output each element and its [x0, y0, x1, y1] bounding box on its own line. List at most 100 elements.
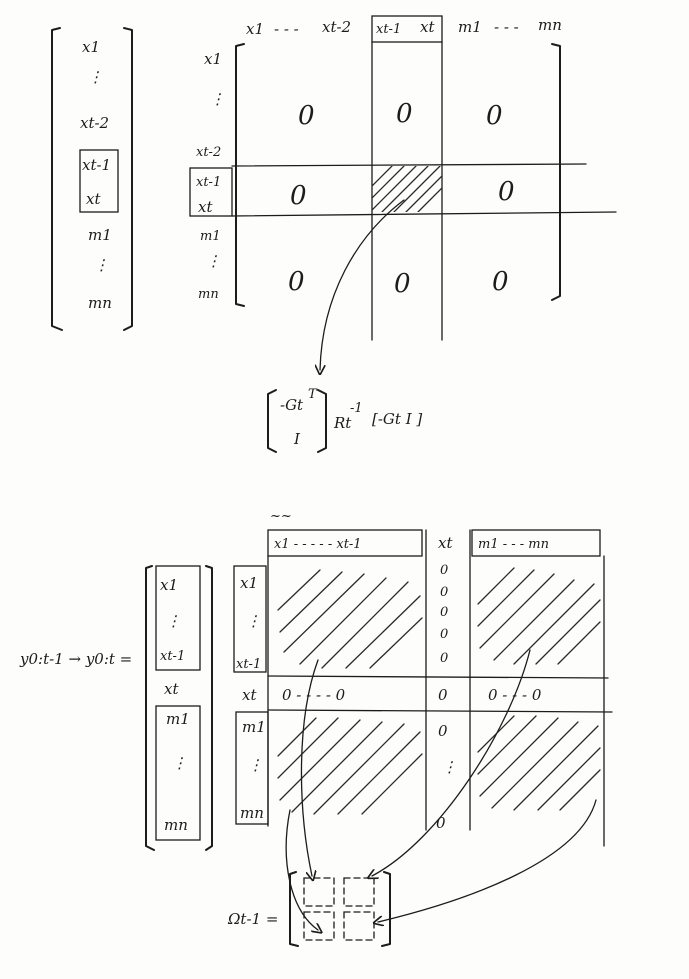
zero-r3c1: 0 [288, 267, 305, 297]
formula-left-bracket [267, 389, 277, 453]
top-row-xt: xt [198, 198, 213, 216]
bottom-divider-h2 [267, 709, 613, 713]
bottom-row-box-1 [233, 565, 267, 673]
top-row-box [189, 167, 233, 217]
bottom-row-headers: x1 ⋮ xt-1 xt m1 ⋮ mn [233, 565, 269, 825]
bottom-vec-m1: m1 [166, 710, 190, 728]
bottom-matrix: x1 - - - - - xt-1 xt m1 - - - mn x1 ⋮ xt… [233, 529, 613, 930]
formula-tail: [-Gt I ] [372, 410, 422, 428]
top-column-headers: x1 - - - xt-2 xt-1 xt m1 - - - mn [246, 15, 562, 43]
top-row-dots-2: ⋮ [206, 252, 221, 270]
bottom-row-xt: xt [242, 686, 257, 704]
bottom-vec-mn: mn [164, 816, 188, 834]
top-row-xt-2: xt-2 [196, 145, 221, 160]
zero-r1c1: 0 [298, 101, 315, 131]
omega-cell-22 [343, 911, 375, 941]
arrow-block-b [372, 649, 531, 876]
top-row-m1: m1 [200, 229, 221, 244]
left-bracket [51, 27, 63, 331]
xt-col-zero-7: 0 [436, 814, 446, 832]
top-zero-blocks: 0 0 0 0 0 0 0 0 [288, 99, 515, 299]
bottom-col-box-2 [471, 529, 601, 557]
omega-left-bracket [289, 871, 299, 947]
top-vec-box [79, 149, 119, 213]
bottom-vec-xt-1: xt-1 [160, 649, 185, 664]
xt-col-zero-6: 0 [438, 722, 448, 740]
omega-block: Ωt-1 = [227, 871, 391, 947]
top-vec-xt-2: xt-2 [80, 114, 109, 132]
bottom-hatched-block-a [277, 569, 423, 669]
formula-vec-top: -Gt [280, 396, 304, 414]
top-col-m1: m1 [458, 18, 482, 36]
bottom-mapping-arrows [285, 649, 597, 930]
arrow-block-a [300, 659, 319, 876]
top-vec-x1: x1 [82, 38, 100, 56]
formula-middle-sup: -1 [350, 401, 363, 416]
zero-r1c2: 0 [396, 99, 413, 129]
omega-cell-21 [303, 911, 335, 941]
top-matrix-right-bracket [551, 43, 561, 301]
bottom-vec-dots-1: ⋮ [166, 612, 181, 630]
bottom-vec-dots-2: ⋮ [172, 754, 187, 772]
top-row-dots-1: ⋮ [210, 90, 225, 108]
xt-col-zero-2: 0 [440, 585, 448, 600]
bottom-xt-row-zeros: 0 - - - - 0 0 0 - - - 0 [282, 686, 542, 704]
bottom-xt-column-zeros: 0 0 0 0 0 0 ⋮ 0 [436, 563, 457, 832]
xt-col-dots: ⋮ [442, 758, 457, 776]
top-col-x1: x1 [246, 20, 264, 38]
top-col-xt: xt [420, 18, 435, 36]
zero-r2c1: 0 [290, 181, 307, 211]
top-matrix: x1 - - - xt-2 xt-1 xt m1 - - - mn x1 ⋮ x… [189, 15, 617, 370]
omega-cell-12 [343, 877, 375, 907]
formula-right-bracket [317, 389, 327, 453]
bottom-row-mn: mn [240, 804, 264, 822]
bottom-hatched-block-c [277, 717, 423, 815]
top-row-mn: mn [198, 287, 219, 302]
bottom-vec-right-bracket [205, 565, 213, 851]
top-divider-h2 [231, 211, 617, 217]
top-col-xt-2: xt-2 [322, 18, 351, 36]
bottom-transition-label: y0:t-1 → y0:t = [19, 650, 132, 668]
top-col-xt-1: xt-1 [376, 22, 401, 37]
right-bracket [123, 27, 133, 331]
bottom-row-dots-2: ⋮ [248, 756, 263, 774]
top-col-dots-2: - - - [494, 18, 519, 36]
bottom-hatched-block-d [477, 715, 601, 811]
bottom-state-vector: x1 ⋮ xt-1 xt m1 ⋮ mn [145, 565, 213, 851]
arrow-block-d [378, 799, 597, 922]
top-vec-xt-1: xt-1 [82, 156, 111, 174]
bottom-col-xt: xt [438, 534, 453, 552]
zero-r2c3: 0 [498, 177, 515, 207]
top-row-headers: x1 ⋮ xt-2 xt-1 xt m1 ⋮ mn [189, 50, 233, 302]
xt-row-zero-center: 0 [438, 686, 448, 704]
formula-middle: Rt [333, 414, 352, 432]
bottom-row-xt-1: xt-1 [236, 657, 261, 672]
bottom-row-dots-1: ⋮ [246, 612, 261, 630]
bottom-col-group-2: m1 - - - mn [478, 537, 549, 552]
top-hatched-block [372, 166, 442, 212]
bottom-col-box-1 [267, 529, 423, 557]
top-vec-dots-2: ⋮ [94, 256, 109, 274]
top-col-dots-1: - - - [274, 20, 299, 38]
omega-cell-11 [303, 877, 335, 907]
top-update-formula: -Gt T I Rt -1 [-Gt I ] [267, 387, 422, 453]
omega-label: Ωt-1 = [227, 910, 278, 928]
bottom-row-x1: x1 [240, 574, 258, 592]
top-col-mn: mn [538, 16, 562, 34]
zero-r3c2: 0 [394, 269, 411, 299]
formula-vec-top-sup: T [308, 387, 318, 402]
zero-r3c3: 0 [492, 267, 509, 297]
zero-r1c3: 0 [486, 101, 503, 131]
bottom-row-m1: m1 [242, 718, 266, 736]
xt-row-zeros-left: 0 - - - - 0 [282, 686, 346, 704]
bottom-vec-box-2 [155, 705, 201, 841]
top-vec-xt: xt [86, 190, 101, 208]
top-state-vector: x1 ⋮ xt-2 xt-1 xt m1 ⋮ mn [51, 27, 133, 331]
omega-right-bracket [381, 871, 391, 947]
top-vec-dots-1: ⋮ [88, 68, 103, 86]
top-col-box [371, 15, 443, 43]
bottom-vec-x1: x1 [160, 576, 178, 594]
bottom-vec-xt: xt [164, 680, 179, 698]
